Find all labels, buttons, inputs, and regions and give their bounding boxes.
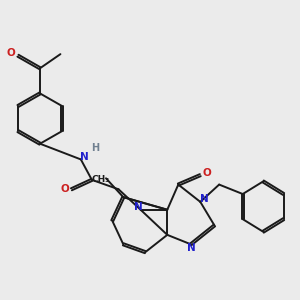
Text: N: N <box>80 152 88 162</box>
Text: N: N <box>134 202 142 212</box>
Text: O: O <box>60 184 69 194</box>
Text: O: O <box>7 48 15 58</box>
Text: H: H <box>91 143 99 153</box>
Text: O: O <box>202 168 211 178</box>
Text: N: N <box>200 194 209 204</box>
Text: CH₃: CH₃ <box>91 176 110 184</box>
Text: N: N <box>187 243 196 253</box>
